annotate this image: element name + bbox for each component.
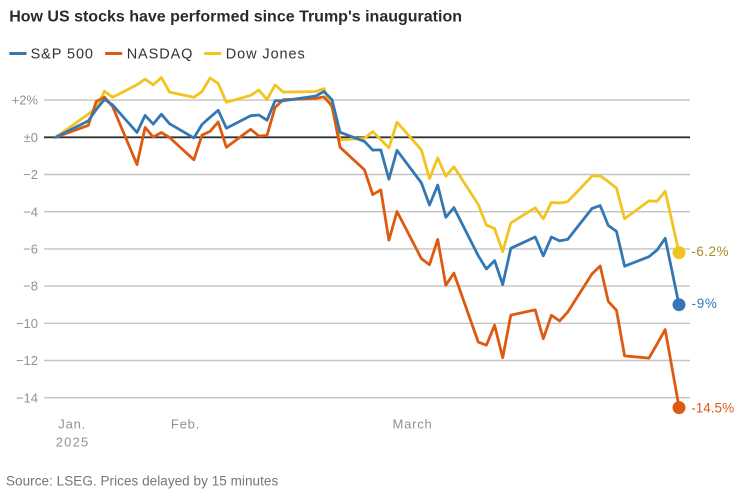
svg-text:How US stocks have performed s: How US stocks have performed since Trump… — [9, 9, 462, 26]
svg-text:-6.2%: -6.2% — [691, 244, 729, 259]
svg-text:Source: LSEG. Prices delayed b: Source: LSEG. Prices delayed by 15 minut… — [6, 474, 278, 489]
svg-text:S&P 500: S&P 500 — [31, 47, 94, 63]
svg-text:−4: −4 — [23, 204, 38, 219]
svg-text:Jan.: Jan. — [58, 417, 86, 432]
svg-text:Dow Jones: Dow Jones — [226, 47, 306, 63]
svg-text:−6: −6 — [23, 242, 38, 257]
svg-text:-14.5%: -14.5% — [691, 401, 734, 416]
svg-text:2025: 2025 — [56, 434, 90, 449]
svg-text:−12: −12 — [16, 353, 38, 368]
svg-text:−8: −8 — [23, 279, 38, 294]
svg-text:NASDAQ: NASDAQ — [127, 47, 194, 63]
svg-text:−10: −10 — [16, 316, 38, 331]
svg-text:+2%: +2% — [12, 93, 39, 108]
svg-text:−14: −14 — [16, 390, 38, 405]
svg-text:Feb.: Feb. — [171, 417, 200, 432]
svg-text:±0: ±0 — [24, 130, 38, 145]
svg-text:-9%: -9% — [692, 296, 718, 311]
svg-text:March: March — [392, 417, 432, 432]
svg-text:−2: −2 — [23, 167, 38, 182]
